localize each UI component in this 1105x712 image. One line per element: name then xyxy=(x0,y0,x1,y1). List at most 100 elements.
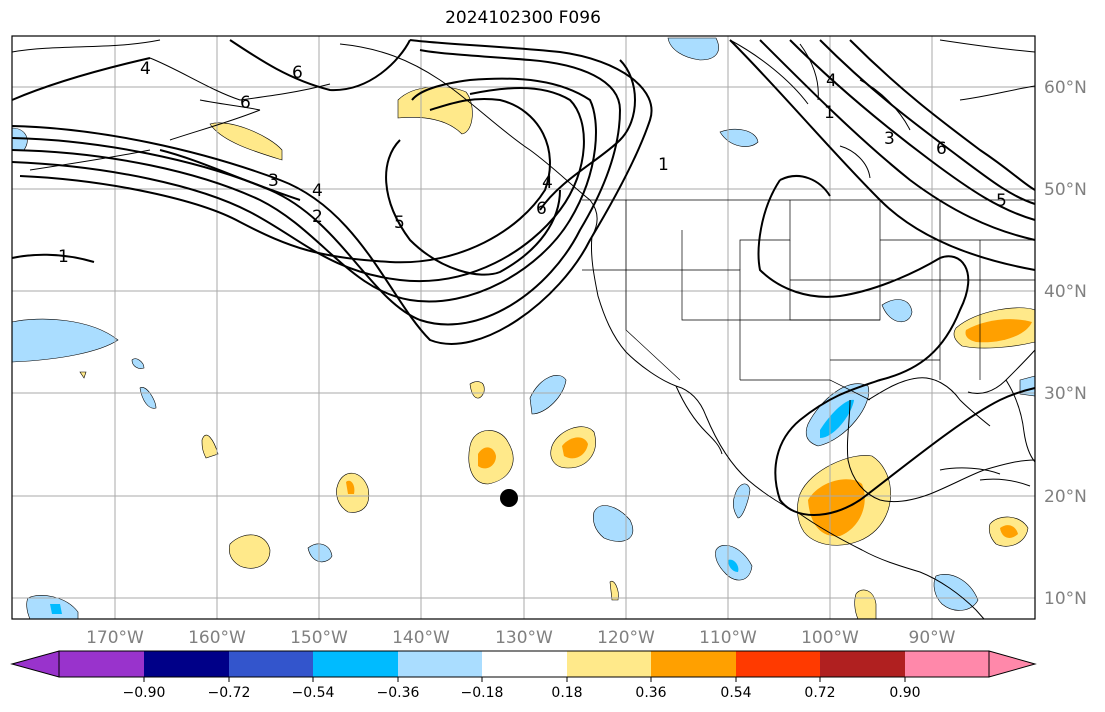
contour-label: 6 xyxy=(292,63,303,83)
contour-label: 1 xyxy=(58,247,69,267)
blue-region-nv xyxy=(881,299,913,322)
contour-east-2 xyxy=(759,39,1036,241)
colorbar-segment xyxy=(905,651,989,677)
colorbar-tick-label: 0.18 xyxy=(551,685,582,701)
lat-label: 20°N xyxy=(1044,487,1087,507)
contour-label: 2 xyxy=(312,207,323,227)
yellow-region-p5 xyxy=(201,434,219,459)
map-frame xyxy=(11,35,1036,620)
blue-region-small2 xyxy=(131,358,145,369)
orange-region-mex xyxy=(808,479,865,537)
contour-label: 1 xyxy=(824,103,835,123)
state-borders xyxy=(582,199,1035,401)
colorbar-segment xyxy=(567,651,651,677)
contour-east-5 xyxy=(849,39,1036,191)
colorbar-segment xyxy=(482,651,567,677)
shaded-anomalies xyxy=(11,37,1036,620)
colorbar-segment xyxy=(398,651,482,677)
orange-region-east xyxy=(965,319,1032,343)
colorbar-segment xyxy=(820,651,905,677)
blue-region-sw xyxy=(307,543,333,563)
contour-label: 6 xyxy=(536,199,547,219)
coastlines xyxy=(11,39,1036,620)
lat-label: 40°N xyxy=(1044,282,1087,302)
coast-alaska xyxy=(11,39,331,171)
contour-label: 6 xyxy=(936,139,947,159)
map-title: 2024102300 F096 xyxy=(445,8,601,28)
blue-region-top xyxy=(667,37,719,61)
yellow-region-p10 xyxy=(609,580,619,601)
colorbar-tick-label: −0.90 xyxy=(123,685,166,701)
orange-region-p2 xyxy=(562,437,588,459)
blue-region-mid3-core xyxy=(728,559,739,572)
contour-east-4 xyxy=(819,39,1036,205)
contour-4-nw xyxy=(11,57,151,101)
colorbar-tick-label: 0.72 xyxy=(804,685,835,701)
colorbar-tick-label: −0.36 xyxy=(377,685,420,701)
colorbar-segment xyxy=(59,651,144,677)
contour-label: 4 xyxy=(140,59,151,79)
blue-region-bottom-core xyxy=(50,604,62,614)
coast-hudson xyxy=(729,39,911,179)
lon-label: 140°W xyxy=(392,628,450,648)
location-marker xyxy=(500,489,518,507)
colorbar-extend-right xyxy=(988,650,1037,678)
coast-caribbean xyxy=(939,467,1031,487)
lon-label: 100°W xyxy=(801,628,859,648)
yellow-region-ak xyxy=(209,122,283,161)
contour-ridge-5 xyxy=(159,139,561,276)
orange-region-p1 xyxy=(478,447,496,469)
contour-6-ridge xyxy=(539,59,636,211)
blue-region-mid1 xyxy=(529,375,567,415)
contour-lines xyxy=(11,39,1036,516)
longitude-labels: 170°W 160°W 150°W 140°W 130°W 120°W 110°… xyxy=(86,628,956,648)
coast-mexico-east xyxy=(846,399,1036,503)
contour-label: 3 xyxy=(884,129,895,149)
contour-trough-1 xyxy=(11,39,653,345)
lat-label: 30°N xyxy=(1044,384,1087,404)
colorbar-tick-label: 0.90 xyxy=(889,685,920,701)
colorbar-segment xyxy=(313,651,398,677)
contour-east-3 xyxy=(789,39,1036,221)
contour-label: 1 xyxy=(658,155,669,175)
latitude-labels: 60°N 50°N 40°N 30°N 20°N 10°N xyxy=(1044,78,1087,609)
contour-label: 4 xyxy=(542,173,553,193)
blue-region-tx-core xyxy=(820,399,854,438)
contour-closed-low xyxy=(757,179,1036,516)
orange-region-p3 xyxy=(346,480,355,494)
colorbar-segment xyxy=(736,651,820,677)
colorbar-segment xyxy=(144,651,229,677)
orange-region-p8 xyxy=(1000,525,1018,538)
blue-region-mid2 xyxy=(593,505,633,542)
lon-label: 120°W xyxy=(597,628,655,648)
contour-closed-low-2 xyxy=(779,175,831,197)
colorbar: −0.90 −0.72 −0.54 −0.36 −0.18 0.18 0.36 … xyxy=(10,650,1037,701)
colorbar-tick-label: −0.72 xyxy=(208,685,251,701)
contour-label: 4 xyxy=(312,181,323,201)
colorbar-segment xyxy=(651,651,736,677)
lat-label: 60°N xyxy=(1044,78,1087,98)
blue-region-ca xyxy=(719,129,759,147)
contour-trough-4 xyxy=(11,87,585,283)
contour-label: 6 xyxy=(240,93,251,113)
lon-label: 130°W xyxy=(495,628,553,648)
yellow-region-p7 xyxy=(79,371,87,379)
contour-label: 5 xyxy=(996,191,1007,211)
lon-label: 110°W xyxy=(699,628,757,648)
contour-trough-3 xyxy=(11,77,597,303)
contour-label: 4 xyxy=(826,71,837,91)
coast-central-am xyxy=(799,513,985,620)
colorbar-tick-label: 0.54 xyxy=(720,685,751,701)
blue-region-west xyxy=(11,318,119,363)
coast-baja xyxy=(675,385,723,455)
contour-1-west xyxy=(11,253,95,263)
yellow-region-p6 xyxy=(469,381,485,399)
lat-label: 10°N xyxy=(1044,589,1087,609)
lon-label: 170°W xyxy=(86,628,144,648)
lon-label: 90°W xyxy=(909,628,956,648)
colorbar-tick-label: 0.36 xyxy=(635,685,666,701)
colorbar-segment xyxy=(229,651,313,677)
contour-east-1 xyxy=(729,39,1036,271)
colorbar-tick-label: −0.54 xyxy=(292,685,335,701)
